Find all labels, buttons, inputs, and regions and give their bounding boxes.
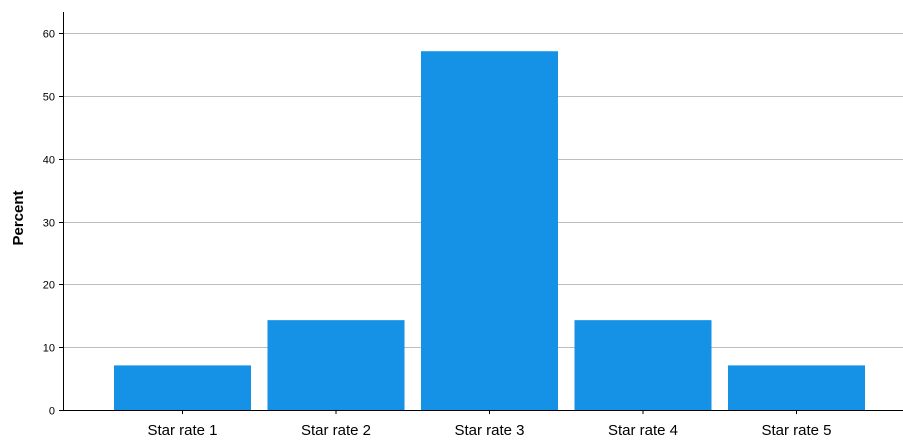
y-tick-label: 20 [43, 280, 55, 292]
y-tick-label: 10 [43, 343, 55, 355]
y-axis-label: Percent [10, 190, 27, 245]
bar-2 [267, 320, 405, 410]
bar-1 [114, 365, 251, 410]
x-tick-label: Star rate 1 [147, 422, 217, 436]
y-tick-label: 30 [43, 218, 55, 230]
x-tick-label: Star rate 3 [454, 422, 524, 436]
y-tick-label: 50 [43, 92, 55, 104]
y-tick-label: 60 [43, 29, 55, 41]
bars [114, 51, 865, 410]
x-tick-labels: Star rate 1 Star rate 2 Star rate 3 Star ra… [147, 422, 831, 439]
x-tick-label: Star rate 2 [301, 422, 371, 436]
bar-5 [728, 365, 865, 410]
y-tick-labels: 0 10 20 30 40 50 60 [43, 29, 55, 418]
bar-3 [421, 51, 558, 410]
y-tick-label: 40 [43, 155, 55, 167]
y-tick-label: 0 [49, 406, 55, 418]
axes [59, 12, 903, 414]
x-tick-label: Star rate 5 [761, 422, 831, 436]
bar-4 [574, 320, 712, 410]
x-tick-label: Star rate 4 [608, 422, 678, 436]
